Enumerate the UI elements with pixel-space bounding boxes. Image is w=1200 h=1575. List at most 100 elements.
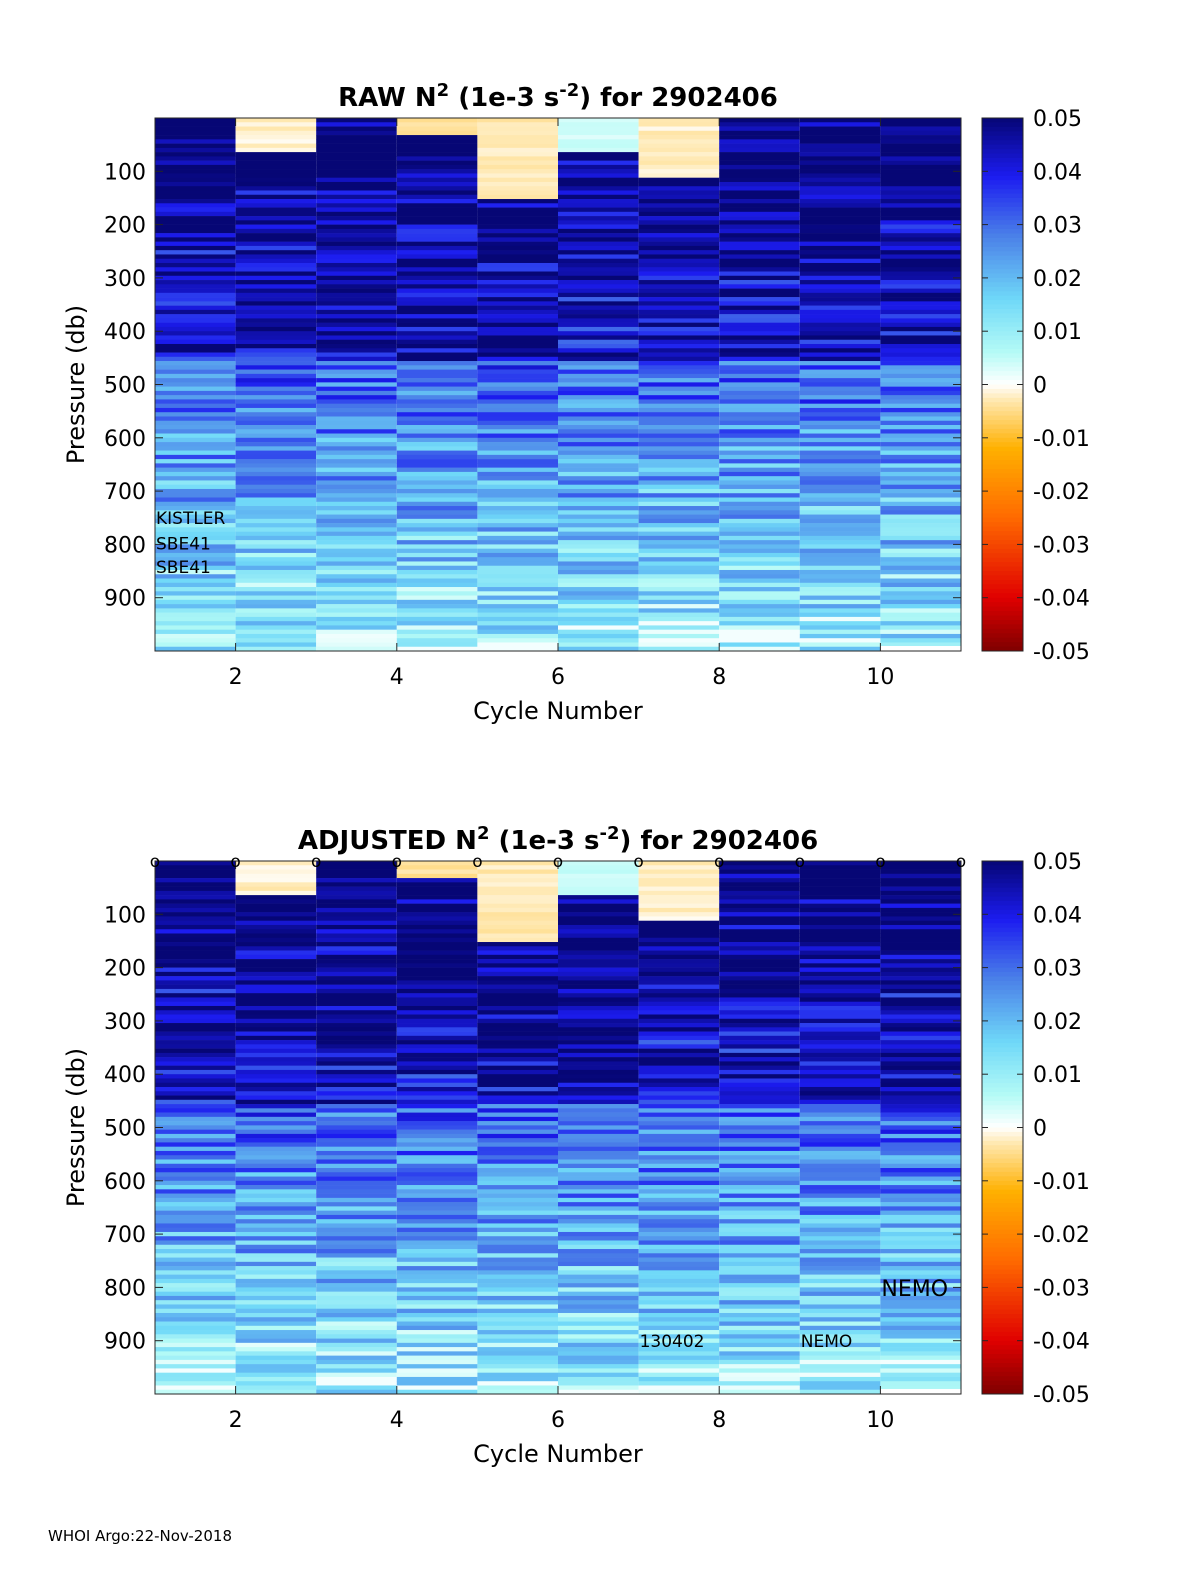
heatmap-cell: [719, 1253, 800, 1258]
heatmap-cell: [638, 463, 720, 468]
colorbar-segment: [982, 1234, 1023, 1240]
heatmap-cell: [155, 139, 236, 144]
heatmap-cell: [799, 378, 881, 383]
heatmap-cell: [638, 348, 720, 353]
heatmap-cell: [396, 1261, 478, 1267]
heatmap-cell: [719, 181, 800, 187]
heatmap-cell: [558, 518, 639, 524]
heatmap-cell: [396, 861, 478, 866]
heatmap-cell: [719, 233, 800, 238]
heatmap-cell: [638, 882, 720, 887]
heatmap-cell: [719, 950, 800, 956]
heatmap-cell: [719, 130, 800, 136]
heatmap-cell: [880, 1129, 961, 1135]
heatmap-cell: [880, 1274, 961, 1280]
heatmap-cell: [155, 1381, 236, 1386]
heatmap-cell: [719, 1095, 800, 1101]
heatmap-cell: [719, 1295, 800, 1301]
heatmap-cell: [396, 369, 478, 375]
heatmap-cell: [719, 216, 800, 221]
heatmap-cell: [316, 523, 397, 528]
heatmap-cell: [235, 937, 317, 943]
heatmap-cell: [396, 365, 478, 370]
heatmap-cell: [799, 412, 881, 417]
heatmap-cell: [477, 1312, 558, 1318]
heatmap-cell: [235, 1223, 317, 1228]
heatmap-cell: [558, 869, 639, 875]
heatmap-cell: [235, 523, 317, 528]
heatmap-cell: [155, 497, 236, 503]
heatmap-cell: [477, 425, 558, 430]
heatmap-cell: [719, 642, 800, 648]
heatmap-cell: [396, 203, 478, 208]
heatmap-cell: [719, 1133, 800, 1139]
heatmap-cell: [880, 1381, 961, 1386]
heatmap-cell: [558, 946, 639, 951]
heatmap-cell: [719, 446, 800, 451]
heatmap-cell: [719, 425, 800, 430]
heatmap-cell: [316, 1278, 397, 1284]
heatmap-cell: [638, 1031, 720, 1037]
heatmap-cell: [396, 118, 478, 123]
heatmap-cell: [316, 574, 397, 579]
heatmap-cell: [316, 1231, 397, 1237]
heatmap-cell: [799, 878, 881, 883]
heatmap-cell: [155, 937, 236, 943]
heatmap-cell: [155, 386, 236, 392]
heatmap-cell: [558, 993, 639, 998]
heatmap-cell: [719, 895, 800, 900]
heatmap-cell: [396, 1351, 478, 1356]
heatmap-cell: [477, 527, 558, 532]
heatmap-cell: [558, 245, 639, 251]
colorbar-segment: [982, 122, 1023, 128]
heatmap-cell: [316, 177, 397, 183]
heatmap-cell: [316, 1146, 397, 1152]
heatmap-cell: [155, 1163, 236, 1169]
heatmap-cell: [638, 186, 720, 191]
heatmap-cell: [155, 608, 236, 613]
heatmap-cell: [880, 395, 961, 400]
heatmap-cell: [155, 280, 236, 285]
heatmap-cell: [396, 595, 478, 601]
heatmap-cell: [558, 587, 639, 592]
heatmap-cell: [235, 484, 317, 490]
chart-title-part: RAW N: [338, 83, 436, 113]
heatmap-cell: [719, 484, 800, 490]
heatmap-cell: [477, 1040, 558, 1045]
heatmap-cell: [880, 326, 961, 332]
heatmap-cell: [638, 1364, 720, 1369]
heatmap-cell: [155, 569, 236, 575]
heatmap-cell: [880, 1308, 961, 1314]
heatmap-cell: [316, 873, 397, 879]
heatmap-cell: [558, 497, 639, 503]
heatmap-cell: [155, 262, 236, 268]
heatmap-cell: [155, 365, 236, 370]
heatmap-cell: [719, 331, 800, 336]
heatmap-cell: [719, 1202, 800, 1207]
heatmap-cell: [316, 1210, 397, 1216]
heatmap-cell: [396, 386, 478, 392]
heatmap-cell: [316, 309, 397, 315]
colorbar-segment: [982, 1038, 1023, 1044]
heatmap-cell: [799, 1027, 881, 1032]
heatmap-cell: [638, 1330, 720, 1335]
heatmap-cell: [155, 510, 236, 515]
heatmap-cell: [235, 1121, 317, 1126]
heatmap-cell: [477, 535, 558, 541]
heatmap-cell: [719, 967, 800, 973]
heatmap-cell: [316, 407, 397, 413]
heatmap-cell: [880, 152, 961, 157]
cycle-marker: o: [230, 852, 240, 872]
heatmap-cell: [396, 382, 478, 387]
heatmap-cell: [558, 1338, 639, 1344]
colorbar-segment: [982, 1291, 1023, 1297]
colorbar-segment: [982, 1242, 1023, 1248]
heatmap-cell: [719, 1347, 800, 1352]
heatmap-cell: [719, 211, 800, 217]
heatmap-cell: [155, 1176, 236, 1182]
heatmap-cell: [235, 450, 317, 456]
heatmap-cell: [396, 557, 478, 562]
heatmap-cell: [719, 988, 800, 994]
heatmap-cell: [719, 1231, 800, 1237]
heatmap-cell: [880, 322, 961, 328]
